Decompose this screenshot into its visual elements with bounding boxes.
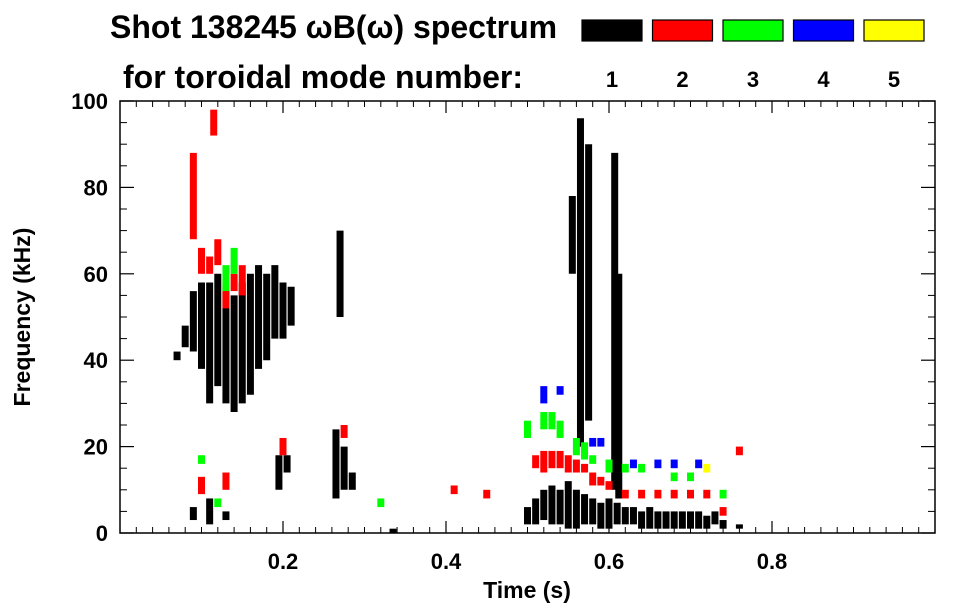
y-axis-label: Frequency (kHz) xyxy=(9,228,35,407)
x-tick-label: 0.4 xyxy=(431,549,462,574)
chart-title-line2: for toroidal mode number: xyxy=(123,59,523,95)
legend-label-3: 3 xyxy=(747,67,759,92)
x-tick-label: 0.6 xyxy=(594,549,625,574)
series-n1 xyxy=(173,118,743,533)
x-tick-label: 0.8 xyxy=(757,549,788,574)
series-n4 xyxy=(540,386,703,469)
legend-label-2: 2 xyxy=(676,67,688,92)
legend-swatch-3 xyxy=(722,19,784,42)
y-tick-label: 80 xyxy=(84,175,108,200)
x-tick-label: 0.2 xyxy=(268,549,299,574)
legend-swatch-2 xyxy=(651,19,714,42)
legend-label-4: 4 xyxy=(817,67,830,92)
x-axis-label: Time (s) xyxy=(483,577,571,603)
y-tick-label: 20 xyxy=(84,435,108,460)
chart-title-line1: Shot 138245 ωB(ω) spectrum xyxy=(110,9,557,45)
plot-data xyxy=(173,109,743,533)
y-tick-label: 40 xyxy=(84,348,108,373)
y-tick-label: 0 xyxy=(96,521,108,546)
series-n2 xyxy=(189,109,743,516)
legend-label-5: 5 xyxy=(888,67,900,92)
series-n3 xyxy=(198,247,727,508)
legend-swatch-5 xyxy=(863,19,925,42)
legend-swatch-1 xyxy=(581,19,643,42)
legend-swatch-4 xyxy=(792,19,855,42)
y-tick-label: 60 xyxy=(84,262,108,287)
axes: 0.2 0.4 0.6 0.8 0 20 40 60 80 100 xyxy=(71,89,935,574)
y-tick-label: 100 xyxy=(71,89,108,114)
legend-label-1: 1 xyxy=(606,67,618,92)
mode-number-legend: 1 2 3 4 5 xyxy=(581,19,925,92)
